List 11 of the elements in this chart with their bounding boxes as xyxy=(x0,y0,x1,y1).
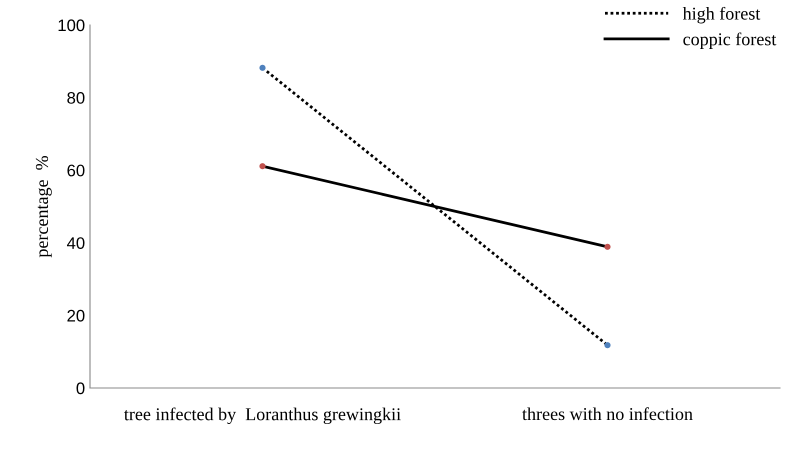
y-tick-label: 40 xyxy=(66,237,84,250)
y-tick-label: 0 xyxy=(76,382,84,394)
legend-label: coppic forest xyxy=(683,32,776,50)
legend-label: high forest xyxy=(682,6,760,24)
y-tick-label: 60 xyxy=(67,164,84,176)
y-tick-label: 80 xyxy=(67,92,84,104)
y-tick-label: 20 xyxy=(67,310,84,322)
x-tick-label: tree infected by Loranthus grewingkii xyxy=(124,407,401,424)
y-tick-label: 100 xyxy=(58,19,84,32)
x-tick-label: threes with no infection xyxy=(522,407,693,420)
y-axis-title: percentage % xyxy=(36,156,52,258)
